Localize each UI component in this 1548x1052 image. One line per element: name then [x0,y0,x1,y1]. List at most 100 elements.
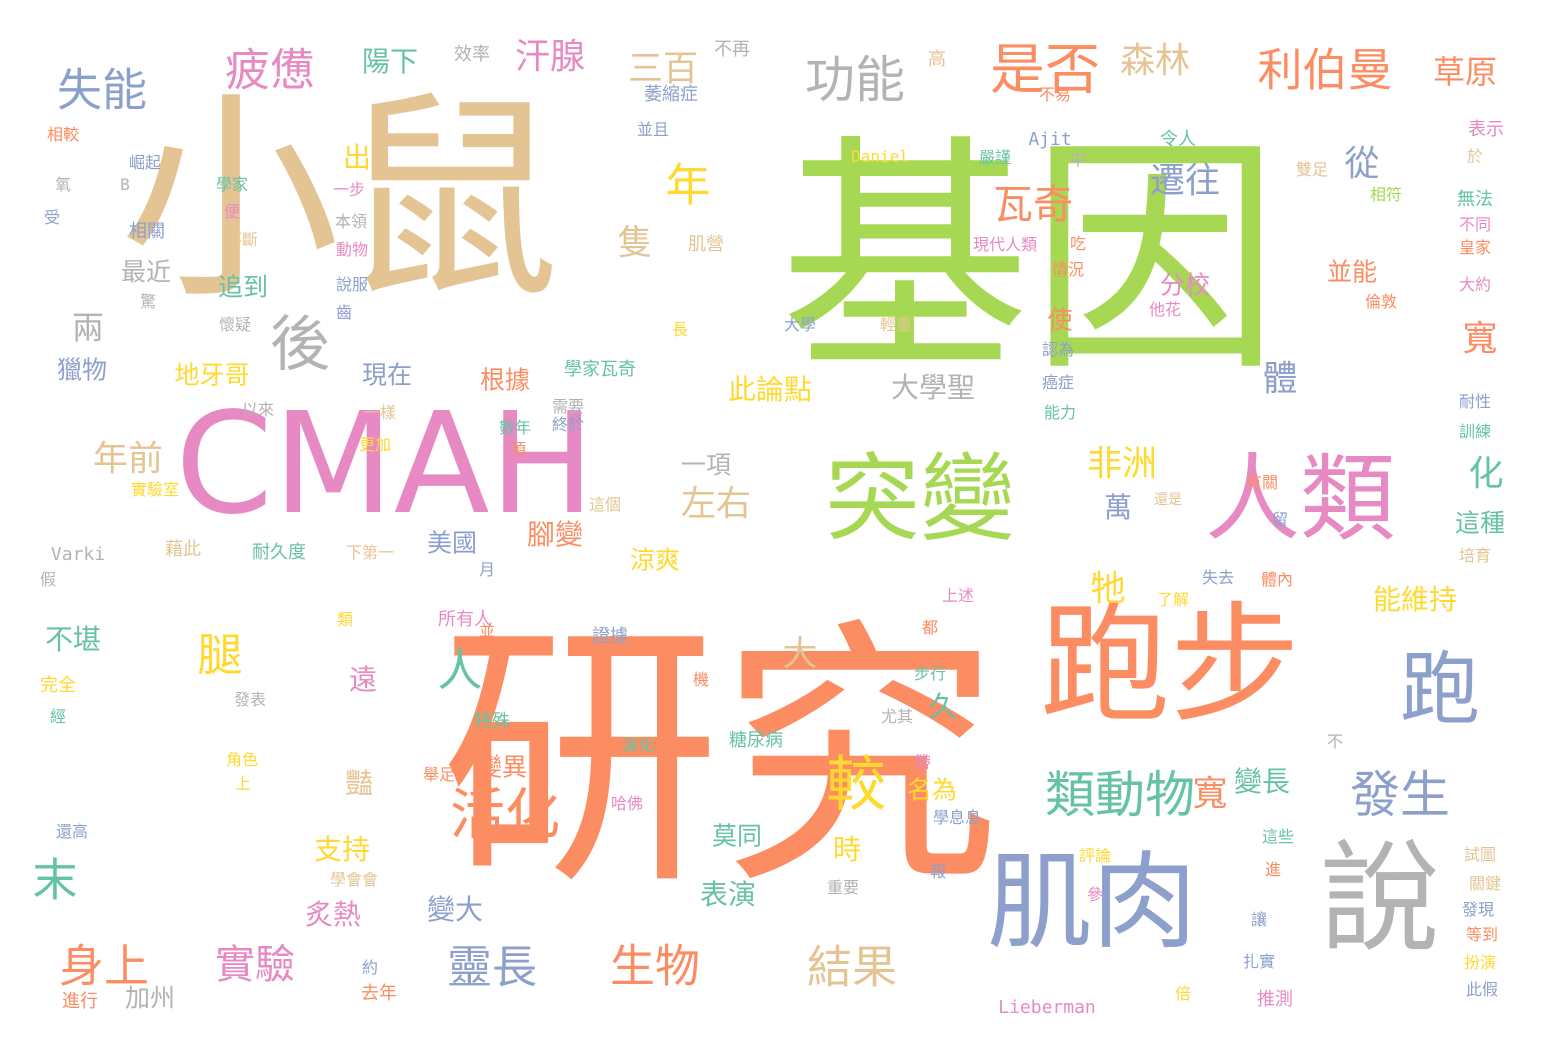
word-175: 參 [1086,885,1104,904]
word-148: 演化 [621,736,655,755]
word-1: 研究 [440,597,1000,923]
word-68: 分校 [1159,270,1211,300]
word-71: 倫敦 [1364,292,1398,311]
word-98: 項 [509,440,527,459]
word-173: 報 [929,862,947,881]
word-169: 試圖 [1463,845,1497,864]
word-157: 名為 [906,775,958,805]
word-151: 帶 [913,753,931,774]
word-6: 人類 [1204,444,1396,555]
word-18: 不再 [714,39,750,60]
word-180: 發現 [1461,900,1495,919]
word-84: 耐性 [1458,392,1492,411]
word-48: 相符 [1369,185,1403,204]
word-102: 化 [1468,454,1504,495]
word-54: 最近 [120,257,172,287]
word-112: 藉此 [165,539,201,560]
word-134: 並未 [476,622,495,654]
word-17: 效率 [454,44,490,65]
word-85: 訓練 [1458,422,1492,441]
word-187: 約 [361,958,379,977]
word-93: 大學聖 [890,371,976,404]
word-50: 無法 [1457,189,1493,210]
word-40: 動物 [335,240,369,259]
word-35: 相關 [129,221,165,242]
word-123: 能維持 [1372,583,1458,616]
word-94: 更加 [358,435,392,454]
word-176: 炙熱 [304,898,362,931]
word-12: 利伯曼 [1257,43,1393,97]
word-144: 活化 [449,782,561,847]
word-161: 學息息 [932,808,982,827]
word-29: 崛起 [128,153,162,172]
word-119: 月 [478,560,496,579]
word-170: 關鍵 [1468,874,1502,893]
word-24: 不易 [1038,85,1072,104]
word-19: 汗腺 [514,37,586,78]
word-116: 腳變 [526,518,584,551]
word-141: 特殊 [474,711,510,732]
word-177: 表演 [699,878,757,911]
word-195: 推測 [1257,989,1293,1010]
word-66: 吃 [1069,234,1087,253]
word-22: 高 [925,49,946,67]
word-146: 發生 [1350,766,1450,824]
word-143: 尤其 [880,707,914,726]
word-110: 培育 [1458,546,1492,565]
word-41: 後 [270,310,330,380]
word-91: 需要 [551,397,585,416]
word-192: 去年 [361,983,397,1004]
word-26: Ajit [1028,129,1072,150]
word-49: 於 [1466,147,1484,166]
word-83: 能力 [1043,403,1077,422]
word-196: 此假 [1465,980,1499,999]
word-142: 久 [928,690,958,723]
word-154: 上 [234,774,252,793]
word-114: 下第一 [345,543,395,562]
word-124: 上述 [941,586,975,605]
word-90: 學家瓦奇 [564,359,636,380]
word-130: 不堪 [44,623,102,656]
word-166: 莫同 [711,821,763,851]
word-132: 人 [437,643,483,697]
word-81: 體 [1262,359,1298,400]
word-75: 長 [671,320,689,339]
word-100: 左右 [680,484,752,525]
word-193: Lieberman [998,997,1096,1018]
word-88: 一樣 [363,403,397,422]
word-38: 一步 [332,180,366,199]
word-96: 終於 [551,415,585,434]
word-28: 相較 [46,125,80,144]
word-167: 時 [832,833,862,866]
word-65: 現代人類 [972,235,1038,254]
word-5: 突變 [824,444,1016,555]
word-186: 結果 [806,940,898,994]
word-115: 美國 [426,528,478,558]
word-145: 類動物 [1045,766,1195,824]
word-9: 跑 [1400,643,1480,736]
word-178: 身上 [58,939,150,993]
word-2: 小鼠 [119,72,561,328]
word-57: 追到 [217,272,269,302]
word-156: 變長 [1233,765,1291,798]
word-43: 瓦奇 [993,182,1073,228]
word-70: 他花 [1148,300,1182,319]
word-133: 大 [782,634,818,675]
word-136: 遠 [348,663,378,696]
word-32: 受 [43,208,61,227]
word-42: 年 [665,158,711,212]
word-25: 並且 [636,120,670,139]
word-16: 陽下 [361,45,419,78]
word-44: 遷往 [1149,161,1221,202]
word-79: 認為 [1041,340,1075,359]
word-7: 肌肉 [986,841,1198,964]
word-10: 是否 [989,37,1101,102]
word-104: 這種 [1454,508,1506,538]
word-23: 萎縮症 [644,84,698,105]
word-109: 留 [1271,510,1289,529]
word-61: 肌營 [688,234,724,255]
word-87: 以來 [241,400,275,419]
word-152: 不 [1326,732,1344,751]
word-64: Daniel [851,147,909,166]
word-63: 中 [1069,150,1087,169]
